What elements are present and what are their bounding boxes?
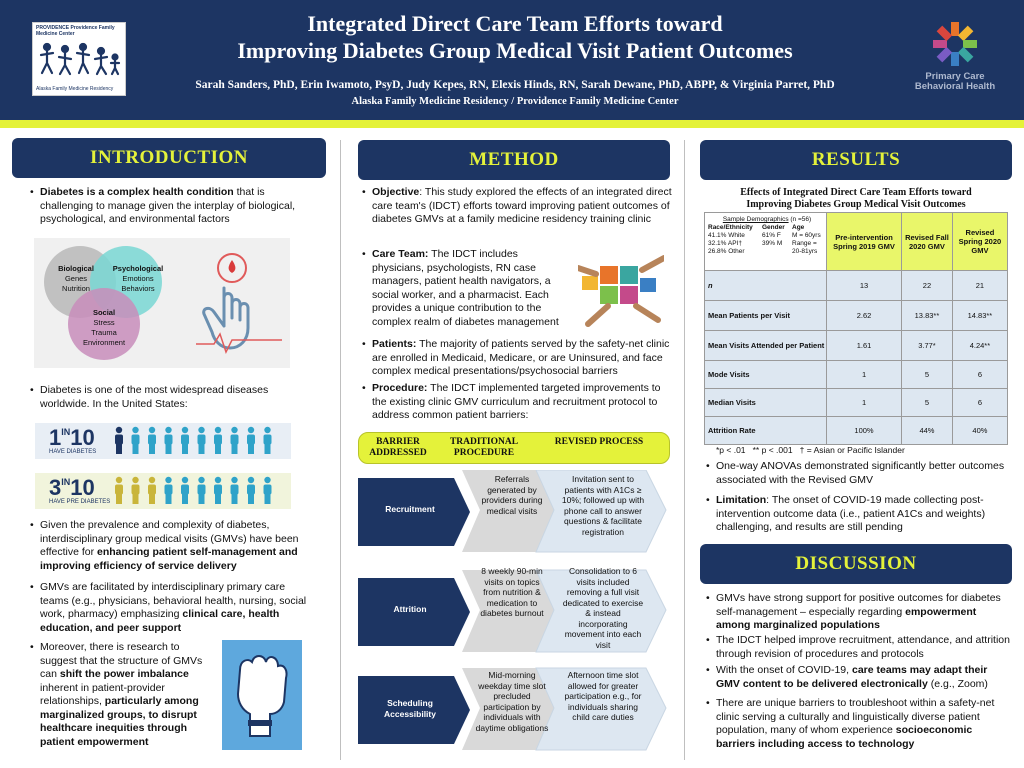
stat-1-in-10: 1IN10 HAVE DIABETES (35, 423, 291, 459)
col-revised-fall-2020: Revised Fall 2020 GMV (901, 212, 953, 271)
row-2-revised: Consolidation to 6 visits included remov… (562, 566, 644, 650)
procedure-table-header: BARRIER ADDRESSED TRADITIONAL PROCEDURE … (358, 432, 670, 464)
intro-bullet-3: Given the prevalence and complexity of d… (30, 519, 312, 573)
discussion-bullet-1: GMVs have strong support for positive ou… (706, 592, 1010, 633)
stat-2-caption: HAVE PRE DIABETES (49, 499, 111, 505)
row-1-traditional: Referrals generated by providers during … (481, 474, 543, 516)
person-icon (164, 426, 173, 454)
procedure-table-shapes (358, 470, 667, 751)
col-revised-spring-2020: Revised Spring 2020 GMV (951, 212, 1009, 271)
venn-diagram-panel: Biological Genes Nutrition Psychological Em… (34, 238, 290, 368)
person-icon (131, 476, 140, 504)
intro-bullet-1: Diabetes is a complex health condition t… (30, 186, 310, 227)
people-icons-1 (115, 426, 272, 454)
results-table: Sample Demographics (n =56) Race/Ethnici… (704, 212, 1009, 445)
col-barrier: BARRIER ADDRESSED (369, 437, 427, 458)
pcbh-star-icon (933, 22, 977, 66)
venn-psychological: Psychological Emotions Behaviors (112, 264, 164, 293)
person-icon (230, 426, 239, 454)
glucose-test-icon (196, 253, 282, 354)
stat-1-caption: HAVE DIABETES (49, 449, 97, 455)
method-patients: Patients: The majority of patients serve… (362, 338, 672, 379)
person-icon (164, 476, 173, 504)
logo-left-top-text: PROVIDENCE Providence Family Medicine Ce… (36, 25, 115, 37)
results-heading: RESULTS (700, 140, 1012, 180)
row-2-barrier: Attrition (393, 604, 427, 614)
introduction-heading: INTRODUCTION (12, 138, 326, 178)
method-heading: METHOD (358, 140, 670, 180)
person-icon (148, 426, 156, 454)
pcbh-logo-text: Primary Care Behavioral Health (914, 71, 996, 92)
person-icon (197, 426, 206, 454)
col-revised: REVISED PROCESS (554, 437, 644, 447)
person-icon (181, 426, 189, 454)
results-table-title: Effects of Integrated Direct Care Team E… (740, 187, 972, 210)
header-accent-stripe (0, 120, 1024, 128)
row-3-barrier: Scheduling Accessibility (384, 698, 436, 719)
person-icon (230, 476, 239, 504)
person-icon (263, 476, 272, 504)
row-2-traditional: 8 weekly 90-min visits on topics from nu… (480, 566, 544, 618)
col-traditional: TRADITIONAL PROCEDURE (449, 437, 519, 458)
table-footnote: *p < .01 ** p < .001 † = Asian or Pacifi… (716, 445, 905, 455)
stat-2-number: 3IN10 (49, 475, 95, 500)
method-objective: Objective: This study explored the effec… (362, 186, 672, 227)
person-icon (247, 426, 255, 454)
row-1-barrier: Recruitment (385, 504, 435, 514)
title-line-2: Improving Diabetes Group Medical Visit P… (237, 38, 793, 63)
demographics-cell: Sample Demographics (n =56) Race/Ethnici… (704, 212, 827, 271)
col-pre-intervention: Pre-intervention Spring 2019 GMV (825, 212, 903, 271)
poster-title: Integrated Direct Care Team Efforts towa… (150, 10, 880, 64)
person-icon (131, 426, 140, 454)
stat-3-in-10: 3IN10 HAVE PRE DIABETES (35, 473, 291, 509)
affiliation: Alaska Family Medicine Residency / Provi… (351, 96, 679, 107)
intro-bullet-2: Diabetes is one of the most widespread d… (30, 384, 310, 411)
row-3-traditional: Mid-morning weekday time slot precluded … (475, 670, 549, 733)
intro-bullet-4: GMVs are facilitated by interdisciplinar… (30, 581, 312, 635)
venn-biological: Biological Genes Nutrition (58, 264, 94, 293)
results-bullet-1: One-way ANOVAs demonstrated significantl… (706, 460, 1012, 487)
person-icon (115, 476, 123, 504)
row-3-revised: Afternoon time slot allowed for greater … (564, 670, 642, 722)
pcbh-logo: Primary Care Behavioral Health (905, 18, 1005, 98)
venn-circles (44, 246, 162, 360)
person-icon (214, 476, 222, 504)
column-divider-1 (340, 140, 341, 760)
person-icon (115, 426, 123, 454)
people-icons-2 (115, 476, 272, 504)
table-row: n 13 22 21 (704, 270, 1009, 301)
discussion-heading: DISCUSSION (700, 544, 1012, 584)
column-divider-2 (684, 140, 685, 760)
providence-logo: PROVIDENCE Providence Family Medicine Ce… (32, 22, 126, 96)
poster-header: PROVIDENCE Providence Family Medicine Ce… (0, 0, 1024, 120)
table-row: Mean Visits Attended per Patient 1.61 3.7… (704, 330, 1009, 361)
method-care-team: Care Team: The IDCT includes physicians,… (362, 248, 572, 329)
raised-fist-icon (222, 640, 302, 750)
discussion-bullet-4: There are unique barriers to troubleshoo… (706, 697, 1010, 751)
logo-left-bottom-text: Alaska Family Medicine Residency (36, 86, 114, 92)
stat-1-number: 1IN10 (49, 425, 95, 450)
person-icon (148, 476, 156, 504)
person-icon (247, 476, 255, 504)
title-line-1: Integrated Direct Care Team Efforts towa… (307, 11, 723, 36)
row-1-revised: Invitation sent to patients with A1Cs ≥ … (561, 474, 645, 537)
person-icon (197, 476, 206, 504)
authors: Sarah Sanders, PhD, Erin Iwamoto, PsyD, … (195, 79, 835, 91)
puzzle-hands-icon (578, 255, 664, 327)
person-icon (214, 426, 222, 454)
results-bullet-2: Limitation: The onset of COVID-19 made c… (706, 494, 1012, 535)
method-procedure: Procedure: The IDCT implemented targeted… (362, 382, 674, 423)
intro-bullet-5: Moreover, there is research to suggest t… (30, 641, 216, 749)
person-icon (263, 426, 272, 454)
discussion-bullet-2: The IDCT helped improve recruitment, att… (706, 634, 1010, 661)
table-row: Attrition Rate 100% 44% 40% (704, 416, 1009, 445)
discussion-bullet-3: With the onset of COVID-19, care teams m… (706, 664, 1010, 691)
family-figures-icon (39, 42, 121, 76)
venn-social: Social Stress Trauma Environment (82, 308, 126, 347)
person-icon (181, 476, 189, 504)
table-row: Mean Patients per Visit 2.62 13.83** 14.83… (704, 300, 1009, 331)
